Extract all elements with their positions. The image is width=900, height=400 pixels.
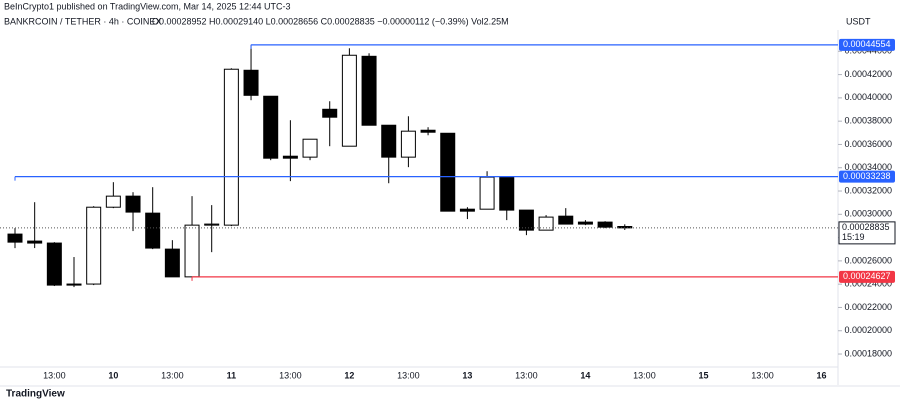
candle-body — [499, 176, 515, 211]
x-tick-label: 13:00 — [515, 370, 538, 380]
x-tick-label: 16 — [816, 370, 826, 380]
symbol: BANKRCOIN / TETHER · 4h · COINEX — [4, 16, 161, 26]
candle-body — [302, 138, 318, 158]
y-tick-label: 0.00032000 — [844, 185, 892, 195]
candle-body — [7, 233, 23, 243]
candle-body — [400, 130, 416, 158]
candle-body — [420, 129, 436, 133]
y-tick-label: 0.00022000 — [844, 302, 892, 312]
candle-body — [577, 221, 593, 225]
candle-body — [263, 95, 279, 159]
candle-body — [145, 212, 161, 249]
y-tick-label: 0.00020000 — [844, 325, 892, 335]
countdown-label: 15:19 — [842, 232, 865, 242]
x-tick-label: 11 — [227, 370, 237, 380]
candle-body — [518, 209, 534, 231]
level-label-box — [839, 270, 895, 283]
candle-body — [459, 208, 475, 212]
y-tick-label: 0.00042000 — [844, 69, 892, 79]
level-label: 0.00044554 — [843, 39, 891, 49]
candle-body — [184, 224, 200, 278]
candle-body — [86, 206, 102, 285]
last-price-box — [838, 221, 896, 245]
publish-info: BeInCrypto1 published on TradingView.com… — [4, 1, 291, 11]
x-tick-label: 15 — [698, 370, 708, 380]
x-tick-label: 13:00 — [279, 370, 302, 380]
candle-body — [282, 155, 298, 159]
x-tick-label: 13:00 — [397, 370, 420, 380]
candle-body — [341, 54, 357, 147]
y-tick-label: 0.00018000 — [844, 348, 892, 358]
currency: USDT — [846, 16, 871, 26]
y-tick-label: 0.00024000 — [844, 279, 892, 289]
candle-body — [538, 216, 554, 231]
candle-body — [204, 223, 220, 226]
x-tick-label: 12 — [344, 370, 354, 380]
level-label-box — [839, 38, 895, 51]
candle-body — [66, 283, 82, 286]
x-tick-label: 13:00 — [43, 370, 66, 380]
candle-body — [27, 240, 43, 244]
candle-body — [322, 108, 338, 118]
ohlc: O0.00028952 H0.00029140 L0.00028656 C0.0… — [152, 16, 509, 26]
y-tick-label: 0.00038000 — [844, 116, 892, 126]
candle-body — [243, 69, 259, 96]
y-tick-label: 0.00036000 — [844, 139, 892, 149]
candle-body — [597, 221, 613, 228]
candle-body — [223, 68, 239, 226]
x-tick-label: 10 — [108, 370, 118, 380]
last-price-label: 0.00028835 — [842, 222, 890, 232]
candle-body — [105, 195, 121, 208]
y-tick-label: 0.00040000 — [844, 92, 892, 102]
candle-body — [479, 176, 495, 210]
x-tick-label: 13:00 — [751, 370, 774, 380]
footer-logo: TradingView — [6, 389, 65, 400]
candle-body — [46, 242, 62, 286]
x-tick-label: 13 — [462, 370, 472, 380]
level-label-box — [839, 170, 895, 183]
x-tick-label: 13:00 — [161, 370, 184, 380]
y-tick-label: 0.00030000 — [844, 209, 892, 219]
candle-body — [125, 195, 141, 213]
x-tick-label: 14 — [580, 370, 590, 380]
level-label: 0.00024627 — [843, 271, 891, 281]
level-label: 0.00033238 — [843, 171, 891, 181]
candle-body — [164, 248, 180, 278]
candle-body — [361, 55, 377, 126]
candle-body — [558, 215, 574, 225]
y-tick-label: 0.00026000 — [844, 255, 892, 265]
candle-body — [381, 124, 397, 158]
candle-body — [440, 132, 456, 212]
y-tick-label: 0.00034000 — [844, 162, 892, 172]
x-tick-label: 13:00 — [633, 370, 656, 380]
